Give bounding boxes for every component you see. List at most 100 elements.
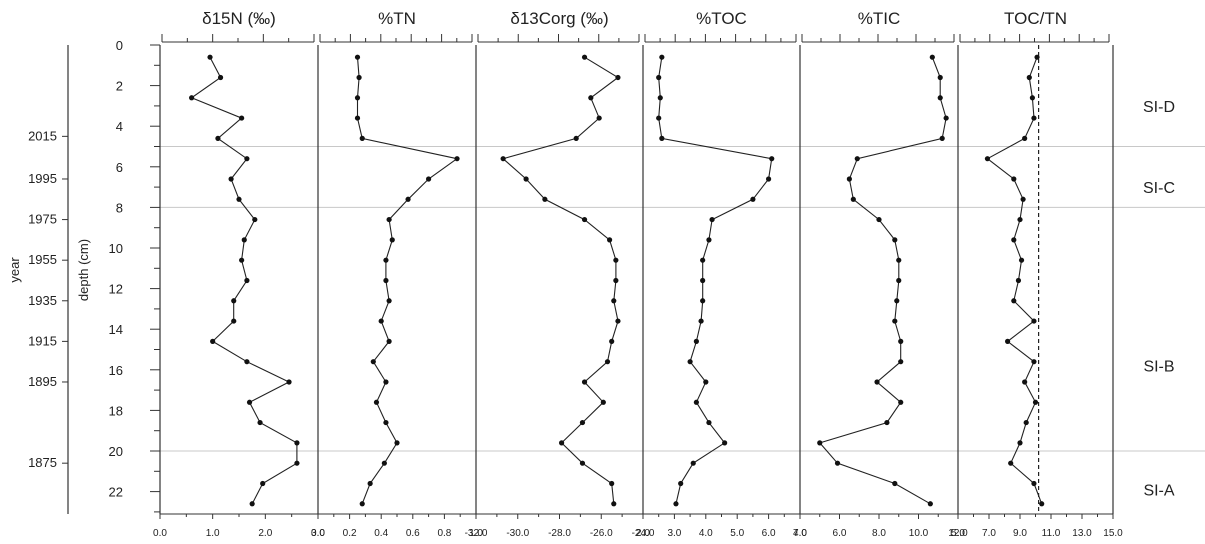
data-point <box>884 420 889 425</box>
data-point <box>356 75 361 80</box>
x-tick-label: 0.8 <box>437 528 451 539</box>
data-point <box>703 379 708 384</box>
data-point <box>930 55 935 60</box>
data-point <box>1034 55 1039 60</box>
data-point <box>582 379 587 384</box>
x-tick-label: 0.0 <box>311 528 325 539</box>
data-point <box>658 95 663 100</box>
x-tick-label: 5.0 <box>730 528 744 539</box>
data-point <box>394 440 399 445</box>
data-point <box>1031 481 1036 486</box>
data-point <box>501 156 506 161</box>
data-point <box>605 359 610 364</box>
x-tick-label: 3.0 <box>667 528 681 539</box>
data-point <box>242 237 247 242</box>
data-point <box>1011 176 1016 181</box>
data-point <box>898 339 903 344</box>
x-tick-label: -30.0 <box>506 528 529 539</box>
data-point <box>207 55 212 60</box>
x-tick-label: -26.0 <box>590 528 613 539</box>
zone-boundary-lines <box>160 147 1205 452</box>
data-point <box>601 400 606 405</box>
panel: %TOC 2.0 3.0 4.0 5.0 6.0 7.0 <box>636 9 807 539</box>
data-point <box>252 217 257 222</box>
data-point <box>574 136 579 141</box>
year-tick-label: 1895 <box>28 374 57 389</box>
data-point <box>1022 136 1027 141</box>
x-tick-label: 7.0 <box>982 528 996 539</box>
data-point <box>706 420 711 425</box>
year-tick-label: 1935 <box>28 293 57 308</box>
data-point <box>656 115 661 120</box>
data-point <box>609 481 614 486</box>
data-point <box>588 95 593 100</box>
data-point <box>659 55 664 60</box>
data-point <box>1039 501 1044 506</box>
x-tick-label: 0.4 <box>374 528 388 539</box>
data-point <box>928 501 933 506</box>
data-point <box>1024 420 1029 425</box>
data-point <box>898 400 903 405</box>
depth-tick-label: 0 <box>116 38 123 53</box>
panel-title: TOC/TN <box>1004 9 1067 28</box>
panel: δ13Corg (‰)-32.0 -30.0 -28.0 -26.0 -24.0 <box>465 9 655 539</box>
data-point <box>694 400 699 405</box>
year-tick-label: 1955 <box>28 252 57 267</box>
data-point <box>613 278 618 283</box>
data-point <box>286 379 291 384</box>
data-point <box>454 156 459 161</box>
series-line <box>659 57 772 504</box>
data-point <box>874 379 879 384</box>
depth-tick-label: 16 <box>109 363 123 378</box>
data-point <box>898 359 903 364</box>
data-point <box>615 318 620 323</box>
data-point <box>896 258 901 263</box>
data-point <box>706 237 711 242</box>
panel-title: %TN <box>378 9 416 28</box>
panel-title: δ15N (‰) <box>202 9 276 28</box>
data-point <box>894 298 899 303</box>
data-point <box>368 481 373 486</box>
panel-title: %TOC <box>696 9 747 28</box>
data-point <box>244 156 249 161</box>
data-point <box>700 258 705 263</box>
x-tick-label: 11.0 <box>1042 528 1061 539</box>
x-tick-label: 6.0 <box>833 528 847 539</box>
x-tick-label: 0.0 <box>153 528 167 539</box>
data-point <box>231 298 236 303</box>
data-point <box>1008 461 1013 466</box>
x-tick-label: 0.6 <box>406 528 420 539</box>
year-axis-label: year <box>7 257 22 283</box>
year-tick-label: 1995 <box>28 171 57 186</box>
data-point <box>1021 197 1026 202</box>
x-tick-label: 8.0 <box>872 528 886 539</box>
data-point <box>1017 217 1022 222</box>
data-point <box>215 136 220 141</box>
data-point <box>387 339 392 344</box>
data-point <box>1033 400 1038 405</box>
data-point <box>236 197 241 202</box>
data-point <box>580 420 585 425</box>
data-point <box>1031 318 1036 323</box>
data-point <box>817 440 822 445</box>
x-tick-label: -32.0 <box>465 528 488 539</box>
zone-label: SI-B <box>1143 359 1174 376</box>
data-point <box>698 318 703 323</box>
data-point <box>847 176 852 181</box>
series-line <box>820 57 946 504</box>
proxy-panels: δ15N (‰) 0.0 1.0 2.0 3.0 %TN 0.0 0.2 0.4 0.6 0.8 1.… <box>153 9 1123 539</box>
data-point <box>387 298 392 303</box>
data-point <box>244 278 249 283</box>
data-point <box>709 217 714 222</box>
x-tick-label: 4.0 <box>793 528 807 539</box>
data-point <box>722 440 727 445</box>
data-point <box>700 298 705 303</box>
depth-tick-label: 20 <box>109 444 123 459</box>
panel: δ15N (‰) 0.0 1.0 2.0 3.0 <box>153 9 325 539</box>
data-point <box>426 176 431 181</box>
data-point <box>383 379 388 384</box>
depth-tick-label: 8 <box>116 200 123 215</box>
data-point <box>892 237 897 242</box>
data-point <box>1031 359 1036 364</box>
